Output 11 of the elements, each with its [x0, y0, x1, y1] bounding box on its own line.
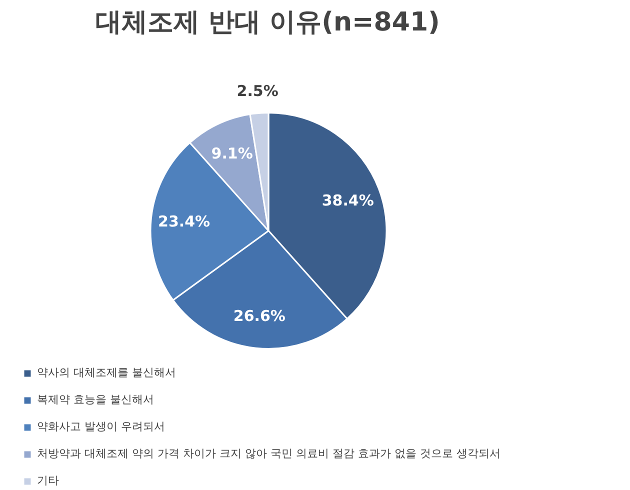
data-label: 23.4% [158, 212, 210, 231]
legend-label: 복제약 효능을 불신해서 [37, 392, 154, 407]
chart-title: 대체조제 반대 이유(n=841) [96, 8, 440, 38]
data-label: 38.4% [322, 191, 374, 210]
data-label: 26.6% [233, 306, 286, 325]
legend-label: 약화사고 발생이 우려되서 [37, 419, 165, 434]
data-label: 9.1% [211, 144, 253, 162]
legend-label: 기타 [37, 473, 59, 488]
data-label: 2.5% [236, 82, 278, 100]
legend-label: 약사의 대체조제를 불신해서 [37, 365, 176, 380]
legend-label: 처방약과 대체조제 약의 가격 차이가 크지 않아 국민 의료비 절감 효과가 없을 것으로 생각되서 [37, 446, 500, 461]
